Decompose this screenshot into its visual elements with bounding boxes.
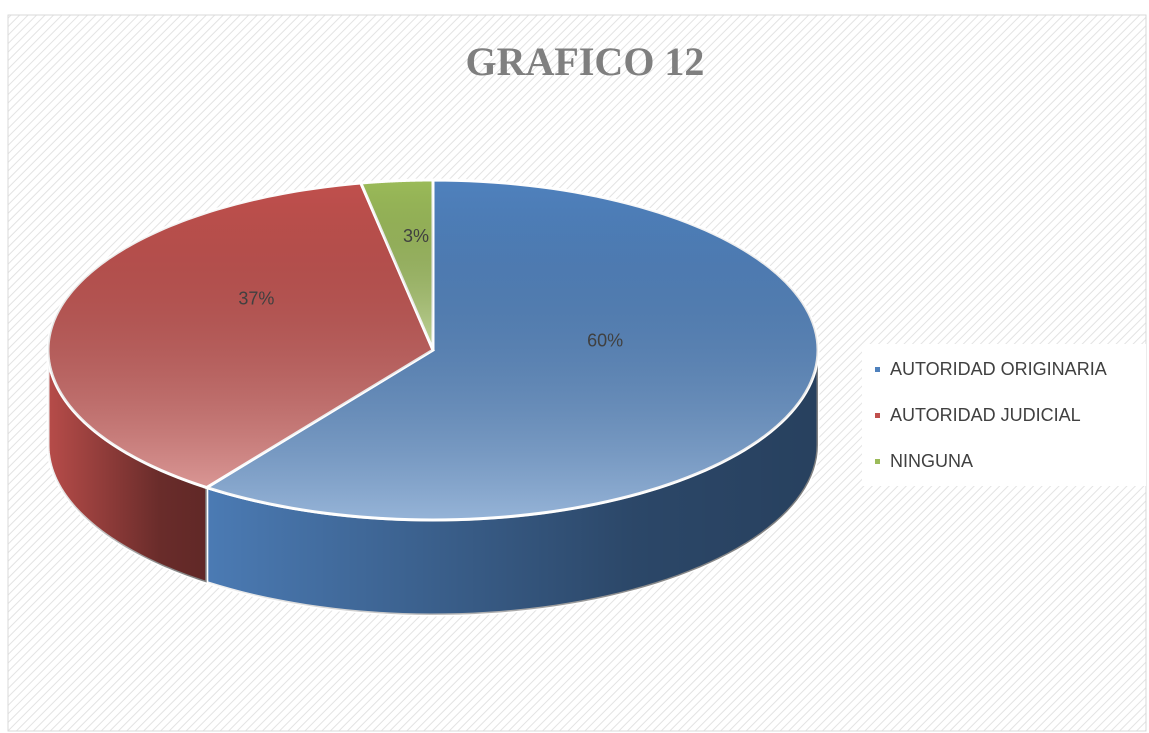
chart-title: GRAFICO 12 bbox=[466, 39, 705, 84]
data-label: 37% bbox=[238, 288, 274, 308]
legend-label: AUTORIDAD JUDICIAL bbox=[890, 405, 1081, 425]
legend-label: NINGUNA bbox=[890, 451, 973, 471]
data-label: 3% bbox=[403, 226, 429, 246]
legend-marker bbox=[875, 459, 880, 464]
slice-side-shade bbox=[48, 350, 207, 583]
legend-marker bbox=[875, 367, 880, 372]
data-label: 60% bbox=[587, 330, 623, 350]
slice-shade bbox=[48, 183, 434, 488]
legend-marker bbox=[875, 413, 880, 418]
legend bbox=[862, 344, 1146, 486]
slice-side-shade bbox=[206, 350, 818, 615]
legend-label: AUTORIDAD ORIGINARIA bbox=[890, 359, 1107, 379]
slice-shade bbox=[206, 180, 818, 520]
slice-shade bbox=[360, 180, 433, 350]
